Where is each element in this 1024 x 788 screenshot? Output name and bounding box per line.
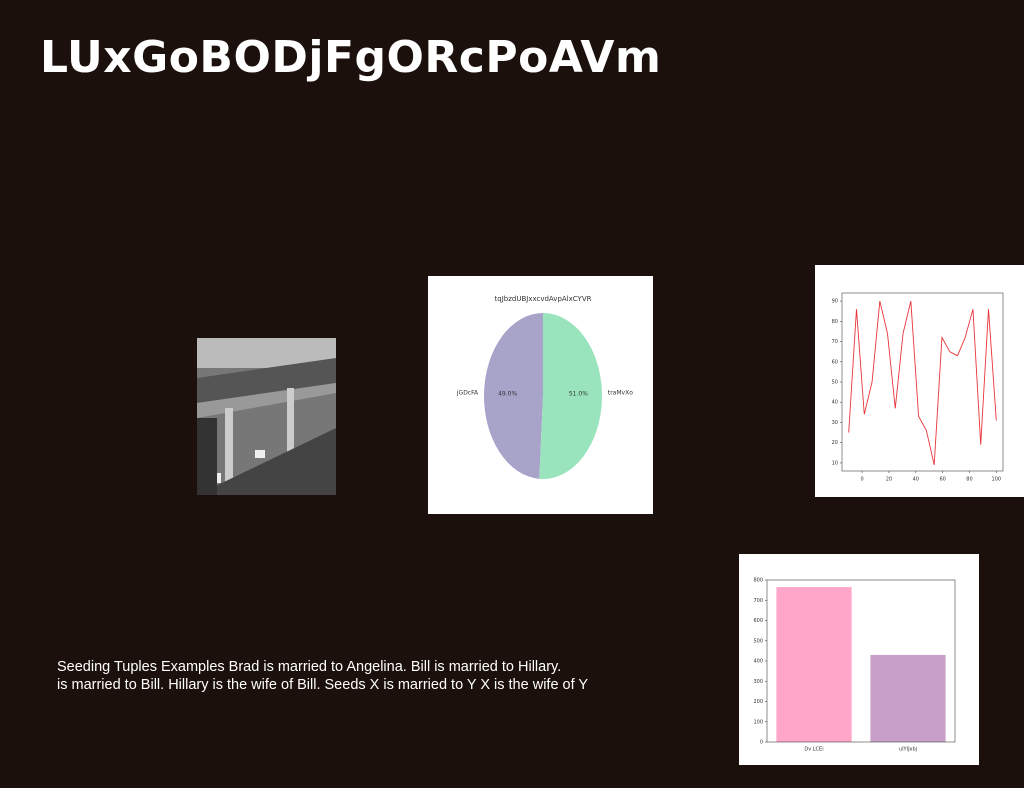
y-tick-label: 70: [832, 339, 838, 345]
y-tick-label: 100: [753, 719, 763, 725]
y-tick-label: 800: [753, 578, 763, 584]
pie-slice: [484, 313, 543, 479]
y-tick-label: 500: [753, 638, 763, 644]
y-tick-label: 50: [832, 380, 838, 386]
y-tick-label: 30: [832, 420, 838, 426]
x-tick-label: 0: [861, 477, 864, 483]
y-tick-label: 90: [832, 299, 838, 305]
chart-title: tqJbzdUBJxxcvdAvpAlxCYVR: [495, 295, 592, 303]
slice-label: jGDcFA: [456, 390, 479, 397]
pie-slice: [539, 313, 603, 479]
x-tick-label: Dv LCEi: [804, 747, 823, 753]
x-tick-label: 40: [913, 477, 919, 483]
bar: [776, 587, 852, 742]
y-tick-label: 80: [832, 319, 838, 325]
y-tick-label: 400: [753, 659, 763, 665]
x-tick-label: uIYIJxbj: [899, 747, 917, 753]
x-tick-label: 60: [939, 477, 945, 483]
bar-chart: 0 100 200 300 400 500 600 700 800 Dv LCEi uIYIJxbj: [739, 554, 979, 765]
value-label: 49.0%: [498, 391, 517, 398]
y-tick-label: 700: [753, 598, 763, 604]
y-tick-label: 20: [832, 440, 838, 446]
pie-chart: tqJbzdUBJxxcvdAvpAlxCYVR jGDcFA 49.0% traMv…: [428, 276, 653, 514]
value-label: 51.0%: [569, 391, 588, 398]
text-line: Seeding Tuples Examples Brad is married …: [57, 659, 562, 675]
slice-label: traMvXo: [608, 390, 633, 397]
y-tick-label: 200: [753, 699, 763, 705]
x-tick-label: 20: [886, 477, 892, 483]
page-title: LUxGoBODjFgORcPoAVm: [40, 32, 662, 83]
y-tick-label: 40: [832, 400, 838, 406]
bar: [870, 654, 946, 742]
x-tick-label: 100: [992, 477, 1002, 483]
body-text: Seeding Tuples Examples Brad is married …: [57, 658, 588, 694]
x-tick-label: 80: [966, 477, 972, 483]
data-line: [848, 300, 997, 466]
line-chart: 0 20 40 60 80 100 10 20 30 40 50 60 70 80 90: [815, 265, 1024, 497]
y-tick-label: 60: [832, 359, 838, 365]
y-tick-label: 0: [760, 740, 763, 746]
y-tick-label: 300: [753, 679, 763, 685]
plot-frame: [841, 292, 1004, 472]
y-tick-label: 10: [832, 460, 838, 466]
text-line: is married to Bill. Hillary is the wife …: [57, 677, 589, 693]
y-tick-label: 600: [753, 618, 763, 624]
plot-frame: [766, 579, 956, 743]
photo: [197, 338, 336, 495]
